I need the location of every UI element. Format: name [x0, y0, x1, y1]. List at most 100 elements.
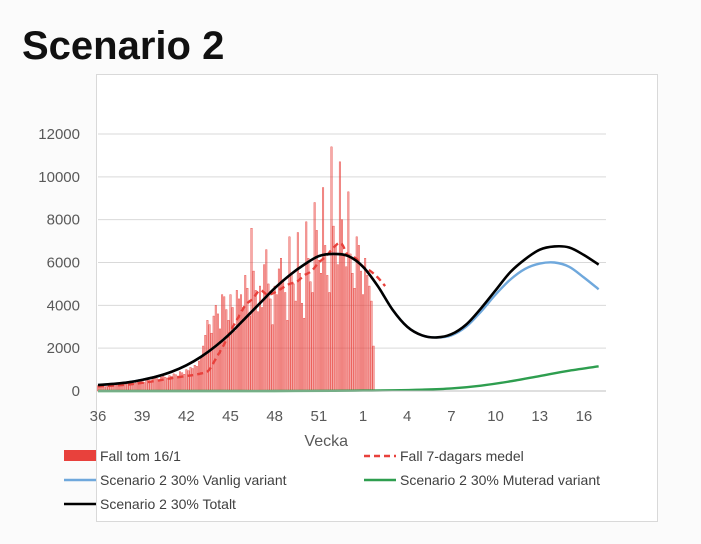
- bar: [328, 292, 331, 392]
- bar: [195, 366, 198, 392]
- x-tick-label: 10: [487, 408, 504, 425]
- x-tick-label: 1: [359, 408, 367, 425]
- bar: [202, 345, 205, 392]
- bar: [320, 273, 322, 392]
- bar: [183, 374, 186, 392]
- bar: [134, 382, 137, 392]
- bar: [174, 374, 177, 392]
- bar: [301, 302, 303, 392]
- bar: [261, 307, 264, 392]
- bar: [189, 367, 192, 392]
- x-tick-label: 36: [90, 408, 107, 425]
- bar: [193, 365, 196, 392]
- bar: [191, 368, 194, 392]
- bar: [282, 279, 285, 392]
- bar: [214, 305, 217, 392]
- x-tick-label: 48: [266, 408, 283, 425]
- bar: [284, 292, 287, 392]
- bar: [263, 264, 266, 392]
- bar: [248, 315, 251, 392]
- bar: [269, 298, 272, 392]
- legend-label: Fall 7-dagars medel: [400, 448, 524, 464]
- bar: [364, 258, 367, 392]
- legend-label: Scenario 2 30% Totalt: [100, 496, 236, 512]
- bar: [267, 283, 270, 392]
- y-tick-label: 6000: [47, 255, 80, 272]
- y-axis-ticks: 0 2000 4000 6000 8000 10000 12000: [38, 126, 80, 400]
- bar: [265, 249, 268, 392]
- bar: [311, 292, 314, 392]
- x-tick-label: 42: [178, 408, 195, 425]
- bar: [204, 335, 207, 392]
- bar: [225, 309, 228, 392]
- x-axis-ticks: 36 39 42 45 48 51 1 4 7 10 13 16: [90, 408, 593, 425]
- bar: [315, 230, 318, 392]
- bar: [336, 264, 339, 392]
- bar: [359, 270, 362, 392]
- series-line: [97, 244, 600, 387]
- bar: [235, 290, 238, 392]
- x-tick-label: 45: [222, 408, 239, 425]
- bar: [368, 285, 371, 392]
- y-tick-label: 8000: [47, 212, 80, 229]
- bar: [271, 324, 274, 392]
- bar: [237, 298, 240, 392]
- bar: [277, 268, 280, 392]
- bar: [179, 371, 181, 392]
- bar: [172, 373, 175, 392]
- bar: [351, 273, 354, 392]
- bar: [280, 258, 282, 392]
- legend: Fall tom 16/1 Fall 7-dagars medel Scenario…: [64, 448, 600, 512]
- bar: [372, 345, 375, 392]
- bar: [338, 161, 341, 392]
- x-tick-label: 16: [576, 408, 593, 425]
- bar: [198, 360, 200, 392]
- bar: [305, 221, 308, 392]
- bar: [370, 300, 373, 392]
- bar: [252, 270, 255, 392]
- bar: [317, 260, 320, 392]
- bar: [275, 294, 278, 392]
- y-tick-label: 12000: [38, 126, 80, 143]
- bar-series: [97, 146, 375, 392]
- bar: [296, 232, 299, 392]
- bar: [366, 275, 369, 392]
- bar: [206, 320, 209, 392]
- bar: [347, 191, 350, 392]
- bar: [246, 288, 249, 392]
- bar: [362, 294, 365, 392]
- bar: [343, 255, 346, 392]
- bar: [322, 187, 325, 392]
- bar: [290, 273, 293, 392]
- bar: [288, 236, 291, 392]
- bar: [309, 281, 312, 392]
- slide-title: Scenario 2: [22, 24, 225, 68]
- bar: [313, 202, 316, 392]
- x-tick-label: 39: [134, 408, 151, 425]
- bar: [145, 380, 148, 392]
- y-tick-label: 0: [72, 383, 80, 400]
- y-tick-label: 4000: [47, 297, 80, 314]
- y-tick-label: 10000: [38, 169, 80, 186]
- x-tick-label: 4: [403, 408, 411, 425]
- bar: [231, 307, 234, 392]
- x-tick-label: 51: [311, 408, 328, 425]
- series-line: [97, 241, 387, 388]
- x-tick-label: 13: [531, 408, 548, 425]
- bar: [286, 320, 289, 392]
- bar: [212, 315, 215, 392]
- bar: [187, 370, 190, 392]
- bar: [353, 288, 356, 392]
- bar: [307, 258, 310, 392]
- bar: [208, 324, 211, 392]
- bar: [334, 245, 337, 392]
- bar: [326, 275, 329, 392]
- legend-label: Scenario 2 30% Muterad variant: [400, 472, 600, 488]
- legend-label: Scenario 2 30% Vanlig variant: [100, 472, 287, 488]
- bar: [153, 377, 156, 392]
- bar: [332, 225, 335, 392]
- bar: [219, 328, 221, 392]
- bar: [324, 245, 327, 392]
- bar: [229, 294, 232, 392]
